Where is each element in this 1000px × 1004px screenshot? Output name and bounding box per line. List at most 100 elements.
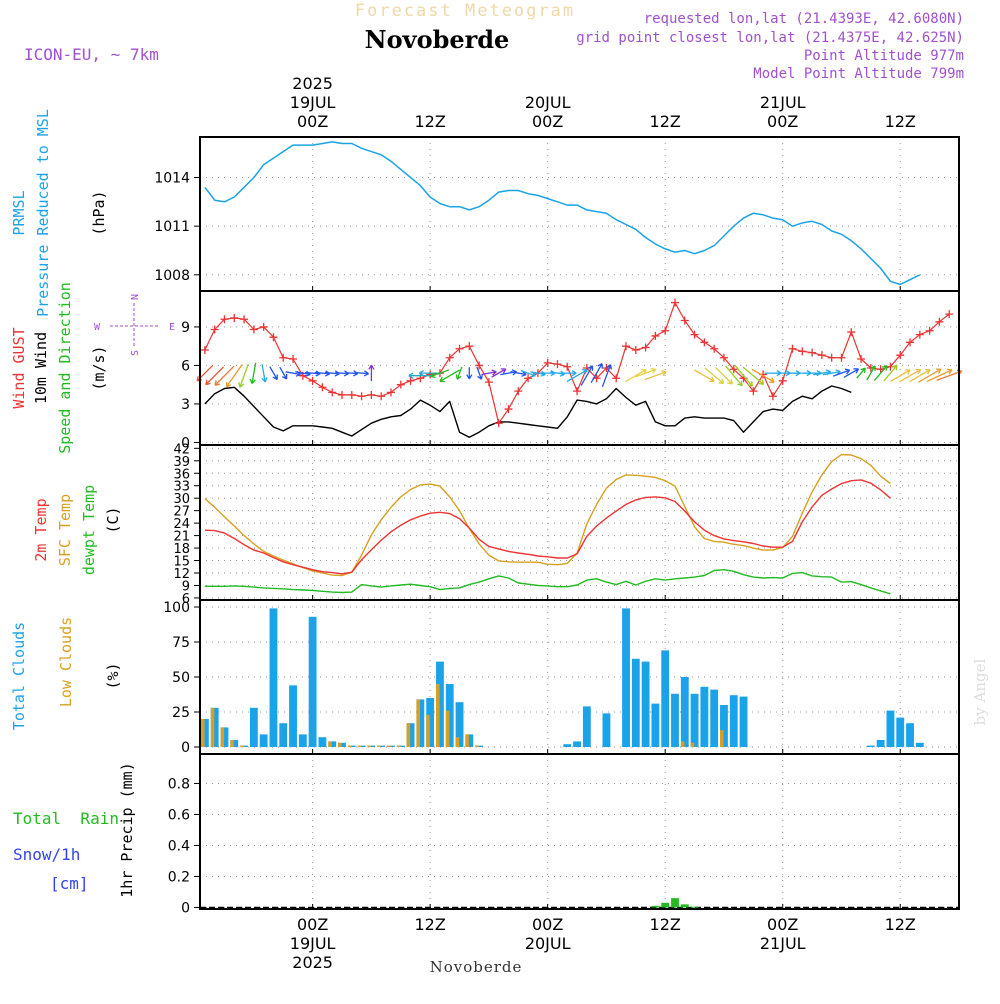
pressure-side-labels: PRMSL Pressure Reduced to MSL (hPa) [10, 109, 108, 317]
time-label-bottom: 19JUL [290, 934, 336, 953]
low-clouds-bar [240, 745, 244, 747]
wind-direction-arrow [909, 369, 931, 383]
info-point-altitude: Point Altitude 977m [804, 48, 964, 64]
low-clouds-bar [200, 719, 205, 747]
total-clouds-bar [240, 745, 248, 747]
compass-rose: N S W E [94, 294, 175, 356]
wind-direction-arrow [249, 362, 257, 385]
total-clouds-bar [210, 707, 219, 747]
footer-location: Novoberde [430, 958, 523, 976]
gust-marker [494, 419, 503, 428]
wind-direction-arrow [418, 370, 441, 377]
wind-direction-arrow [269, 366, 278, 381]
low-clouds-bar [347, 745, 352, 747]
total-clouds-bar [573, 741, 581, 747]
time-label-top: 20JUL [525, 93, 571, 112]
gust-marker [240, 315, 249, 324]
panel-frames [199, 136, 960, 910]
y-tick-label: 6 [182, 592, 190, 607]
total-clouds-bar [249, 707, 258, 747]
watermark: by Angel [971, 658, 989, 725]
wind-direction-arrow [430, 369, 450, 379]
panel-frame-temperature [199, 444, 960, 601]
time-label-bottom: 12Z [885, 915, 916, 934]
total-clouds-bar [602, 713, 611, 747]
total-clouds-bar [318, 737, 327, 747]
gust-marker [347, 390, 356, 399]
temperature-side-labels: 2m Temp SFC Temp dewpt Temp (C) [32, 485, 122, 575]
info-closest: grid point closest lon,lat (21.4375E, 42… [576, 30, 964, 46]
y-tick-label: 6 [181, 358, 190, 374]
low-clouds-bar [680, 741, 685, 747]
wind-direction-arrow [694, 369, 715, 383]
gust-marker [847, 328, 856, 337]
low-clouds-bar [377, 745, 381, 747]
y-tick-label: 0.4 [168, 838, 190, 854]
rain-bar [680, 904, 689, 908]
total-clouds-bar [298, 734, 307, 747]
y-tick-label: 75 [172, 635, 190, 651]
low-clouds-bar [436, 684, 440, 747]
wind-10m-line [204, 385, 852, 438]
time-label-bottom: 12Z [650, 915, 681, 934]
gust-marker [367, 390, 376, 399]
total-clouds-bar [661, 650, 670, 747]
gust-marker [269, 333, 278, 342]
y-tick-label: 9 [181, 320, 190, 336]
wind-direction-arrow [715, 366, 733, 385]
wind-direction-arrow [843, 368, 860, 378]
gust-marker [318, 383, 327, 392]
gust-marker [200, 346, 209, 355]
grid-lines [194, 137, 959, 909]
gust-marker [396, 380, 405, 389]
total-clouds-bar [739, 696, 748, 747]
total-clouds-bar [338, 742, 346, 747]
y-tick-label: 39 [173, 455, 190, 470]
gust-marker [945, 310, 954, 319]
gust-marker [631, 346, 640, 355]
panel-frame-pressure [199, 136, 960, 292]
total-clouds-bar [279, 723, 288, 747]
gust-marker [896, 351, 905, 360]
wind-direction-arrow [866, 365, 876, 381]
wind-direction-arrow [644, 370, 667, 381]
y-tick-label: 42 [173, 442, 190, 457]
y-tick-label: 27 [173, 505, 190, 520]
wind-speed-direction-label: Speed and Direction [56, 282, 74, 454]
gust-marker [837, 353, 846, 362]
wind-gust-label: Wind GUST [10, 327, 28, 408]
total-clouds-bar [308, 616, 317, 747]
wind-direction-arrow [580, 365, 594, 386]
y-tick-label: 1014 [154, 171, 190, 187]
total-clouds-bar [436, 661, 444, 747]
total-clouds-label: Total Clouds [10, 622, 28, 730]
gust-marker [455, 344, 464, 353]
total-clouds-bar [582, 706, 591, 747]
wind-direction-arrow [724, 365, 743, 387]
pressure-reduced-label: Pressure Reduced to MSL [34, 109, 52, 317]
wind-direction-arrow [466, 367, 473, 380]
temp-dewpt-line [204, 569, 891, 595]
total-clouds-bar [200, 719, 209, 747]
info-requested: requested lon,lat (21.4393E, 42.6080N) [644, 11, 964, 27]
compass-s: S [130, 350, 141, 356]
y-tick-label: 12 [173, 567, 190, 582]
wind-direction-arrow [742, 366, 765, 385]
precip-axis-label: 1hr Precip (mm) [118, 762, 136, 897]
snow-unit-label: [cm] [50, 874, 89, 893]
wind-direction-arrow [476, 366, 483, 380]
wind-direction-arrow [918, 368, 942, 383]
wind-direction-arrow [491, 368, 507, 378]
low-clouds-label: Low Clouds [57, 617, 75, 707]
wind-direction-arrow [279, 366, 288, 380]
rain-bar [651, 905, 660, 908]
time-label-top: 12Z [414, 112, 445, 131]
gust-marker [612, 374, 621, 383]
total-clouds-bar [259, 734, 268, 747]
wind-direction-arrow [635, 367, 657, 378]
wind-unit-label: (m/s) [90, 345, 108, 390]
time-label-bottom: 21JUL [760, 934, 806, 953]
gust-marker [524, 374, 533, 383]
gust-marker [778, 376, 787, 385]
